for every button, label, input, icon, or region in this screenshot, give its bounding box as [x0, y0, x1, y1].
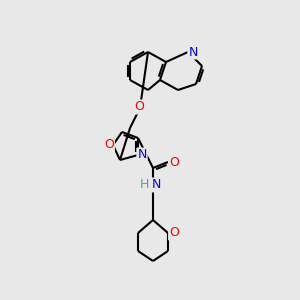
Text: O: O — [169, 226, 179, 239]
Text: N: N — [188, 46, 198, 59]
Text: O: O — [134, 100, 144, 113]
Text: N: N — [151, 178, 161, 191]
Text: N: N — [137, 148, 147, 161]
Text: O: O — [169, 155, 179, 169]
Text: H: H — [139, 178, 149, 190]
Text: O: O — [104, 139, 114, 152]
